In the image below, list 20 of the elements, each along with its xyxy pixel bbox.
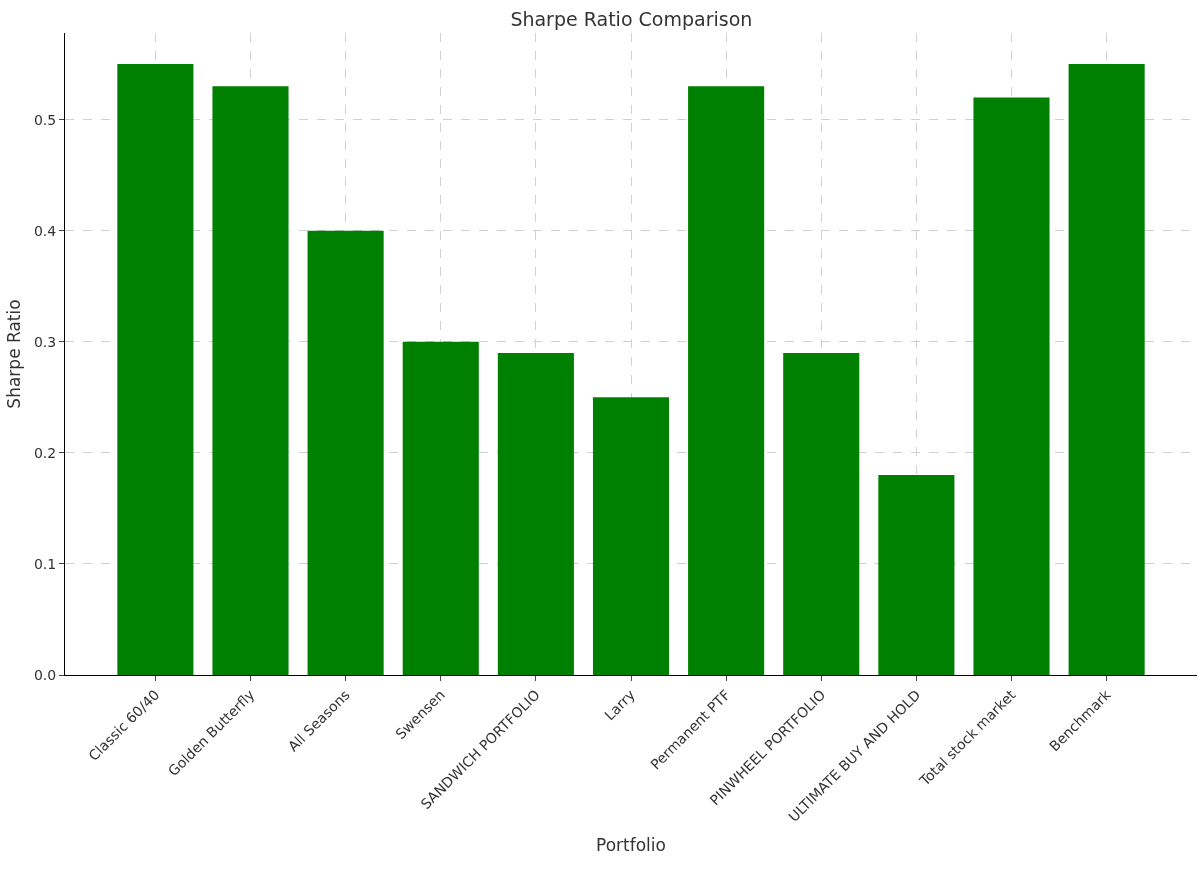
y-axis-title: Sharpe Ratio xyxy=(4,299,25,409)
bar xyxy=(592,397,670,675)
y-tick-label: 0.2 xyxy=(33,444,57,461)
y-tick-label: 0.4 xyxy=(33,222,57,239)
bar xyxy=(688,86,765,675)
bar xyxy=(497,352,574,675)
y-tick-label: 0.0 xyxy=(33,666,57,683)
bar xyxy=(783,352,860,675)
bar xyxy=(1068,64,1145,675)
chart-title: Sharpe Ratio Comparison xyxy=(510,8,753,31)
bar xyxy=(117,64,194,675)
bar xyxy=(878,475,955,675)
bar xyxy=(212,86,289,675)
y-tick-label: 0.1 xyxy=(33,555,57,572)
x-axis-title: Portfolio xyxy=(596,835,666,856)
bar xyxy=(402,341,479,675)
y-tick-label: 0.3 xyxy=(33,333,57,350)
y-tick-label: 0.5 xyxy=(33,111,57,128)
bar xyxy=(307,230,384,675)
bar xyxy=(973,97,1050,675)
